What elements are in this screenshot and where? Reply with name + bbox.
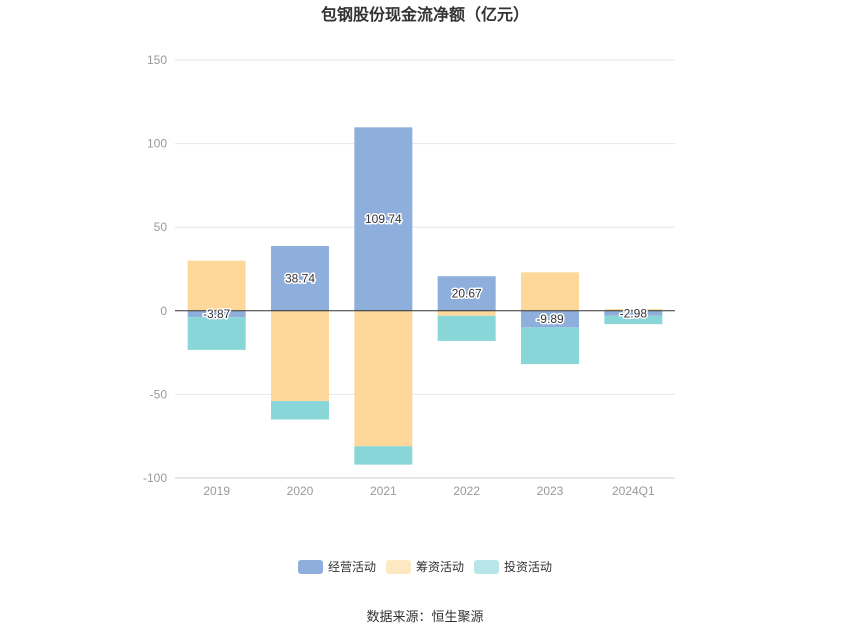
- y-tick-label: -50: [150, 387, 168, 401]
- legend-item-筹资活动[interactable]: 筹资活动: [386, 560, 464, 574]
- data-label: -3.87: [203, 307, 231, 321]
- x-tick-label: 2020: [287, 484, 314, 498]
- bar-筹资活动-2022[interactable]: [437, 310, 496, 316]
- x-axis-ticks: 2019 2020 2021 2022 2023 2024Q1: [203, 484, 655, 498]
- x-tick-label: 2023: [537, 484, 564, 498]
- bar-经营活动-2024Q1[interactable]: [604, 310, 663, 316]
- x-tick-label: 2022: [453, 484, 480, 498]
- legend-label: 筹资活动: [416, 560, 464, 574]
- y-tick-label: 0: [160, 304, 167, 318]
- bar-投资活动-2021[interactable]: [354, 446, 413, 465]
- bar-筹资活动-2019[interactable]: [187, 260, 246, 311]
- bar-投资活动-2023[interactable]: [521, 327, 579, 365]
- source-note: 数据来源：恒生聚源: [366, 610, 483, 625]
- bar-投资活动-2019[interactable]: [187, 317, 246, 350]
- x-tick-label: 2021: [370, 484, 397, 498]
- legend-item-经营活动[interactable]: 经营活动: [298, 560, 376, 574]
- bar-投资活动-2022[interactable]: [437, 315, 496, 341]
- bars: [187, 127, 663, 465]
- grid-lines: [175, 59, 675, 479]
- y-tick-label: 50: [154, 220, 168, 234]
- data-label: 20.67: [452, 287, 482, 301]
- legend-label: 经营活动: [328, 560, 376, 574]
- data-label: -9.89: [536, 312, 564, 326]
- bar-筹资活动-2023[interactable]: [521, 272, 579, 311]
- y-tick-label: -100: [143, 471, 167, 485]
- bar-投资活动-2024Q1[interactable]: [604, 315, 663, 325]
- bar-经营活动-2022[interactable]: [437, 276, 496, 311]
- bar-筹资活动-2021[interactable]: [354, 310, 413, 447]
- legend-swatch: [298, 560, 323, 574]
- data-label: 109.74: [365, 212, 402, 226]
- y-axis-ticks: -100 -50 0 50 100 150: [143, 53, 167, 485]
- data-label: -2.98: [620, 306, 648, 320]
- y-tick-label: 100: [147, 137, 167, 151]
- data-label: 38.74: [285, 271, 315, 285]
- legend-swatch: [386, 560, 411, 574]
- legend-item-投资活动[interactable]: 投资活动: [474, 559, 552, 574]
- bar-经营活动-2020[interactable]: [271, 246, 329, 311]
- x-tick-label: 2019: [203, 484, 230, 498]
- chart-title: 包钢股份现金流净额（亿元）: [321, 5, 529, 24]
- bar-经营活动-2019[interactable]: [187, 310, 246, 318]
- y-tick-label: 150: [147, 53, 167, 67]
- bar-投资活动-2020[interactable]: [271, 401, 329, 420]
- bar-经营活动-2021[interactable]: [354, 127, 413, 311]
- data-labels: -3.87 38.74 109.74 20.67 -9.89 -2.98: [201, 211, 648, 328]
- legend[interactable]: 经营活动 筹资活动 投资活动: [298, 559, 552, 574]
- legend-swatch: [474, 560, 499, 574]
- bar-筹资活动-2020[interactable]: [271, 310, 329, 402]
- bar-筹资活动-2024Q1[interactable]: [604, 309, 663, 311]
- x-tick-label: 2024Q1: [612, 484, 655, 498]
- legend-label: 投资活动: [504, 559, 552, 574]
- zero-line: [175, 310, 675, 479]
- bar-经营活动-2023[interactable]: [521, 310, 579, 328]
